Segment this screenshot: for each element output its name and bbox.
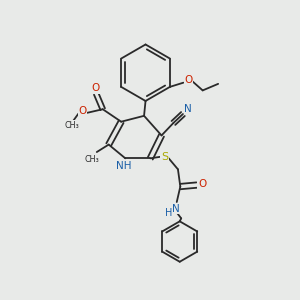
Text: S: S (161, 152, 168, 162)
Text: O: O (78, 106, 86, 116)
Text: N: N (184, 104, 192, 114)
Text: O: O (184, 75, 193, 85)
Text: CH₃: CH₃ (64, 121, 79, 130)
Text: O: O (92, 83, 100, 93)
Text: N: N (172, 204, 180, 214)
Text: NH: NH (116, 161, 132, 171)
Text: CH₃: CH₃ (84, 155, 99, 164)
Text: O: O (198, 179, 206, 189)
Text: H: H (165, 208, 172, 218)
